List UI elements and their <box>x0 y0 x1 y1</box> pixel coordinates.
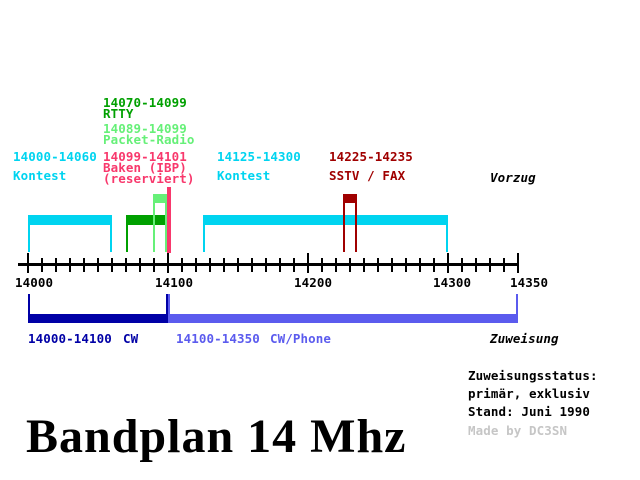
kontest2-name-label: Kontest <box>217 168 271 183</box>
axis-tick-label-14000: 14000 <box>15 275 54 290</box>
band-edge-line <box>28 225 30 252</box>
axis-minor-tick <box>69 258 71 272</box>
credit-label: Made by DC3SN <box>468 423 568 438</box>
axis-minor-tick <box>321 258 323 272</box>
axis-minor-tick <box>265 258 267 272</box>
axis-line <box>18 263 519 266</box>
band-bar-kontest <box>28 215 112 225</box>
alloc-riser <box>28 294 30 314</box>
band-bar-packet-radio <box>152 194 167 203</box>
axis-minor-tick <box>433 258 435 272</box>
axis-minor-tick <box>195 258 197 272</box>
rtty-freq-label: 14070-14099 <box>103 95 187 110</box>
phone-name-label: CW/Phone <box>270 331 332 346</box>
stand-date-label: Stand: Juni 1990 <box>468 404 591 419</box>
axis-tick-label-14350: 14350 <box>510 275 549 290</box>
band-edge-line <box>164 203 167 252</box>
kontest1-name-label: Kontest <box>13 168 67 183</box>
sstv-name-label: SSTV / FAX <box>329 168 406 183</box>
axis-minor-tick <box>335 258 337 272</box>
axis-minor-tick <box>279 258 281 272</box>
vorzug-section-label: Vorzug <box>490 170 536 185</box>
axis-tick-label-14100: 14100 <box>155 275 194 290</box>
band-edge-line <box>152 203 155 252</box>
axis-major-tick <box>307 253 309 273</box>
axis-minor-tick <box>475 258 477 272</box>
band-edge-line <box>126 225 128 252</box>
band-edge-line <box>446 225 448 252</box>
band-edge-line <box>355 203 357 252</box>
axis-minor-tick <box>97 258 99 272</box>
axis-minor-tick <box>111 258 113 272</box>
axis-minor-tick <box>55 258 57 272</box>
baken-name-label: Baken (IBP) <box>103 160 187 175</box>
status-title-label: Zuweisungsstatus: <box>468 368 598 383</box>
rtty-name-label: RTTY <box>103 106 134 121</box>
cw-freq-label: 14000-14100 <box>28 331 112 346</box>
baken-note-label: (reserviert) <box>103 171 195 186</box>
axis-major-tick <box>27 253 29 273</box>
band-edge-line <box>203 225 205 252</box>
axis-minor-tick <box>181 258 183 272</box>
axis-major-tick <box>517 253 519 273</box>
alloc-bar-cw-phone <box>168 314 518 323</box>
sstv-freq-label: 14225-14235 <box>329 149 413 164</box>
axis-minor-tick <box>419 258 421 272</box>
beacon-band-marker <box>166 187 171 253</box>
axis-minor-tick <box>489 258 491 272</box>
axis-minor-tick <box>293 258 295 272</box>
axis-minor-tick <box>251 258 253 272</box>
alloc-riser <box>168 294 170 314</box>
axis-minor-tick <box>391 258 393 272</box>
page-title: Bandplan 14 Mhz <box>26 410 407 463</box>
alloc-riser <box>516 294 518 314</box>
band-bar-kontest <box>203 215 448 225</box>
cw-name-label: CW <box>123 331 139 346</box>
axis-major-tick <box>167 253 169 273</box>
axis-minor-tick <box>223 258 225 272</box>
packet-freq-label: 14089-14099 <box>103 121 187 136</box>
alloc-bar-cw <box>28 314 168 323</box>
axis-minor-tick <box>139 258 141 272</box>
status-value-label: primär, exklusiv <box>468 386 591 401</box>
alloc-riser <box>166 294 168 314</box>
packet-name-label: Packet-Radio <box>103 132 195 147</box>
axis-minor-tick <box>83 258 85 272</box>
axis-minor-tick <box>209 258 211 272</box>
axis-tick-label-14200: 14200 <box>294 275 333 290</box>
axis-minor-tick <box>41 258 43 272</box>
axis-minor-tick <box>377 258 379 272</box>
axis-minor-tick <box>363 258 365 272</box>
axis-minor-tick <box>349 258 351 272</box>
axis-minor-tick <box>405 258 407 272</box>
axis-major-tick <box>447 253 449 273</box>
axis-tick-label-14300: 14300 <box>433 275 472 290</box>
baken-freq-label: 14099-14101 <box>103 149 187 164</box>
axis-minor-tick <box>237 258 239 272</box>
kontest1-freq-label: 14000-14060 <box>13 149 97 164</box>
band-bar-sstv-fax <box>343 194 357 203</box>
axis-minor-tick <box>461 258 463 272</box>
axis-minor-tick <box>125 258 127 272</box>
axis-minor-tick <box>503 258 505 272</box>
band-bar-rtty <box>126 215 167 225</box>
zuweisung-section-label: Zuweisung <box>490 331 559 346</box>
band-edge-line <box>110 225 112 252</box>
axis-minor-tick <box>153 258 155 272</box>
kontest2-freq-label: 14125-14300 <box>217 149 301 164</box>
phone-freq-label: 14100-14350 <box>176 331 260 346</box>
band-edge-line <box>343 203 345 252</box>
